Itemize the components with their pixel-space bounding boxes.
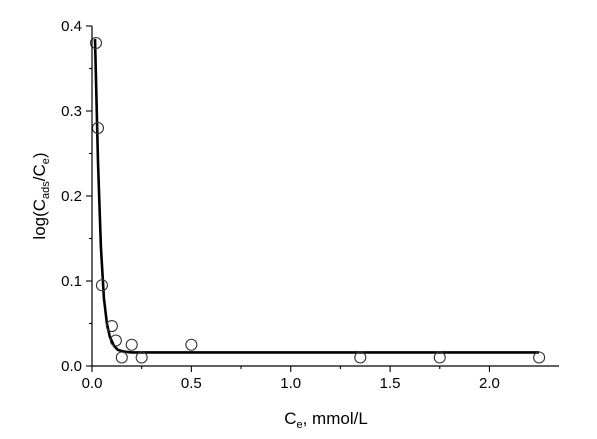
data-point bbox=[185, 338, 198, 351]
x-ticks: 0.0 0.5 1.0 1.5 2.0 bbox=[82, 366, 500, 392]
x-tick-label: 1.5 bbox=[380, 375, 401, 392]
data-point bbox=[105, 319, 118, 333]
plot-area bbox=[89, 36, 546, 364]
data-point bbox=[135, 351, 148, 364]
y-tick-label: 0.4 bbox=[61, 18, 82, 35]
y-axis-title-pre: log(C bbox=[30, 199, 49, 240]
data-point bbox=[433, 351, 446, 364]
x-axis-title-rest: , mmol/L bbox=[303, 409, 368, 428]
y-ticks: 0.0 0.1 0.2 0.3 0.4 bbox=[61, 18, 92, 375]
y-axis-title-subscript-2: e bbox=[40, 158, 52, 164]
y-tick-label: 0.2 bbox=[61, 188, 82, 205]
data-point bbox=[533, 351, 546, 364]
y-tick-label: 0.0 bbox=[61, 358, 82, 375]
x-tick-label: 0.5 bbox=[181, 375, 202, 392]
data-point bbox=[115, 351, 128, 364]
data-point bbox=[95, 279, 108, 292]
x-axis-title: Ce, mmol/L bbox=[284, 409, 368, 431]
x-axis-title-main: C bbox=[284, 409, 296, 428]
y-axis-title-mid: /C bbox=[30, 164, 49, 181]
y-tick-label: 0.1 bbox=[61, 273, 82, 290]
data-points bbox=[89, 36, 546, 364]
x-tick-label: 0.0 bbox=[82, 375, 103, 392]
x-tick-label: 2.0 bbox=[479, 375, 500, 392]
data-point bbox=[125, 338, 138, 351]
x-axis-title-subscript: e bbox=[296, 419, 302, 431]
fit-line bbox=[93, 38, 540, 354]
y-axis-title: log(Cads/Ce) bbox=[30, 152, 52, 239]
x-tick-label: 1.0 bbox=[280, 375, 301, 392]
y-axis-title-post: ) bbox=[30, 152, 49, 158]
data-point bbox=[89, 36, 103, 50]
y-tick-label: 0.3 bbox=[61, 103, 82, 120]
data-point bbox=[354, 351, 367, 364]
data-point bbox=[109, 334, 122, 347]
y-axis-title-subscript-1: ads bbox=[40, 181, 52, 199]
